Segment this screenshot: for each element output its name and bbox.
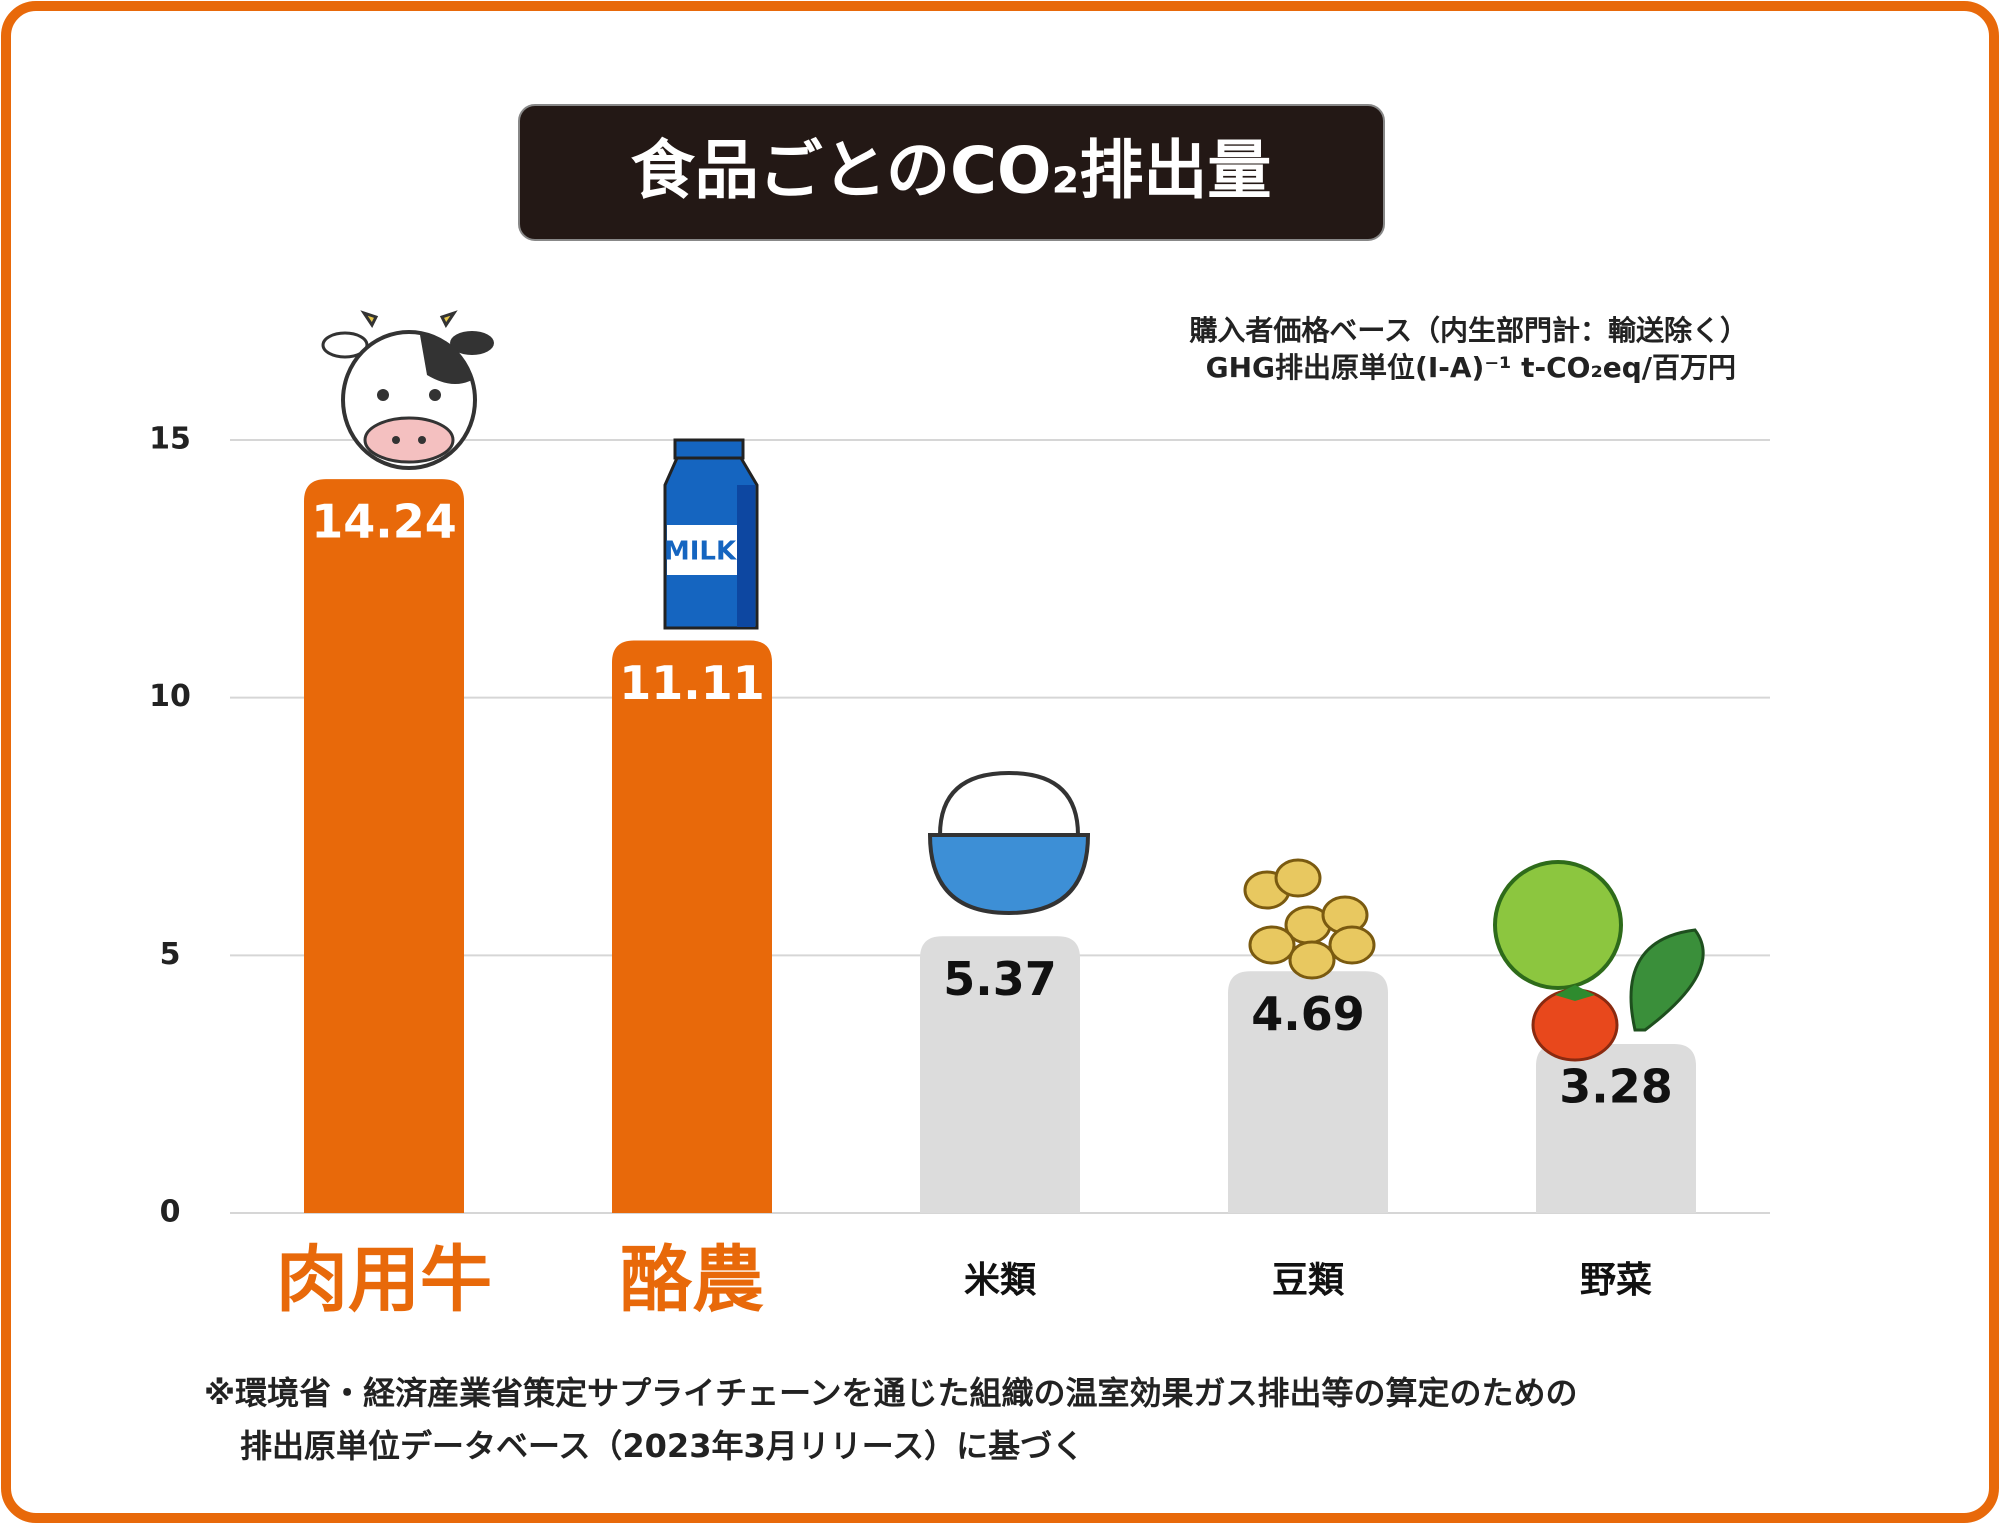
x-tick-label: 肉用牛 [276,1238,492,1322]
vegetable-icon [1493,860,1705,1062]
value-label: 4.69 [1251,987,1365,1041]
value-label: 11.11 [619,656,765,710]
bar [612,640,772,1213]
y-tick-label: 5 [160,937,181,972]
y-tick-label: 10 [149,679,191,714]
icons: MILK [321,310,1705,1062]
cow-icon [321,310,494,470]
unit-note: GHG排出原単位(I-A)⁻¹ t-CO₂eq/百万円 [1206,351,1736,384]
footnote: ※環境省・経済産業省策定サプライチェーンを通じた組織の温室効果ガス排出等の算定の… [204,1374,1578,1412]
unit-note: 購入者価格ベース（内生部門計：輸送除く） [1189,314,1748,347]
x-tick-label: 野菜 [1580,1260,1652,1301]
x-tick-label: 酪農 [620,1238,764,1322]
value-label: 14.24 [311,495,457,549]
beans-icon [1243,858,1376,980]
y-tick-label: 0 [160,1195,181,1230]
bar [920,936,1080,1213]
milk-icon: MILK [663,438,759,630]
rice-icon [927,770,1091,916]
chart-title: 食品ごとのCO₂排出量 [631,135,1272,209]
x-tick-label: 豆類 [1272,1260,1345,1301]
x-tick-label: 米類 [964,1260,1037,1301]
value-label: 3.28 [1559,1059,1673,1113]
bar [1536,1043,1696,1213]
title-box [518,104,1385,241]
value-label: 5.37 [943,952,1057,1006]
bar [1228,971,1388,1213]
svg-text:MILK: MILK [664,537,737,567]
bar [304,479,464,1213]
footnote: 排出原単位データベース（2023年3月リリース）に基づく [240,1427,1084,1465]
y-tick-label: 15 [149,422,191,457]
